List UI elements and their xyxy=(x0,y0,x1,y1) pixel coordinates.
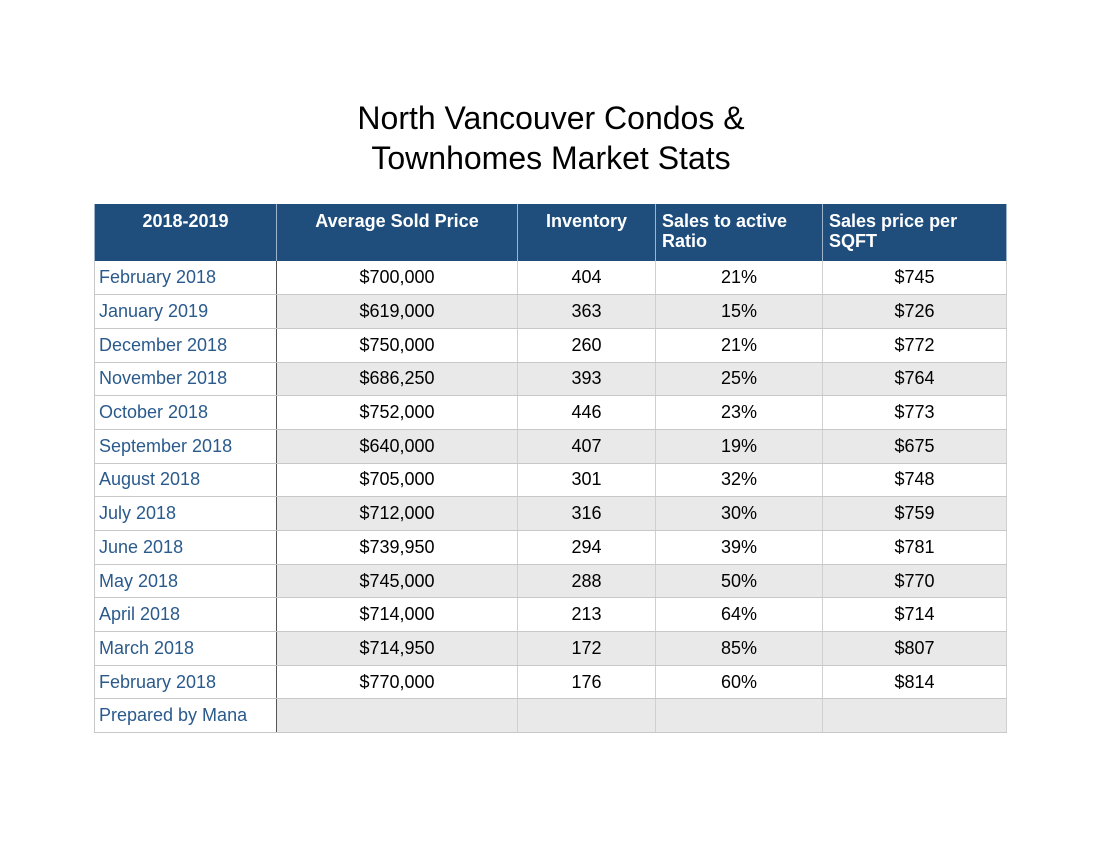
sales-price-per-sqft-cell: $781 xyxy=(822,530,1007,565)
inventory-cell: 393 xyxy=(517,362,656,397)
table-header-row: 2018-2019 Average Sold Price Inventory S… xyxy=(94,204,1007,261)
sales-price-per-sqft-cell: $807 xyxy=(822,631,1007,666)
inventory-cell: 407 xyxy=(517,429,656,464)
sales-to-active-ratio-cell: 25% xyxy=(655,362,823,397)
sales-price-per-sqft-cell: $726 xyxy=(822,294,1007,329)
sales-price-per-sqft-cell: $675 xyxy=(822,429,1007,464)
row-label-cell: July 2018 xyxy=(94,496,277,531)
inventory-cell: 260 xyxy=(517,328,656,363)
row-label-cell: May 2018 xyxy=(94,564,277,599)
table-row: April 2018 $714,000 213 64% $714 xyxy=(94,597,1007,633)
inventory-cell: 363 xyxy=(517,294,656,329)
row-label-cell: October 2018 xyxy=(94,395,277,430)
sales-price-per-sqft-cell: $759 xyxy=(822,496,1007,531)
average-sold-price-cell: $640,000 xyxy=(276,429,518,464)
page-title: North Vancouver Condos & Townhomes Marke… xyxy=(0,98,1102,178)
average-sold-price-cell: $750,000 xyxy=(276,328,518,363)
sales-to-active-ratio-cell: 30% xyxy=(655,496,823,531)
table-row: July 2018 $712,000 316 30% $759 xyxy=(94,496,1007,531)
sales-price-per-sqft-cell xyxy=(822,698,1007,734)
table-row: May 2018 $745,000 288 50% $770 xyxy=(94,564,1007,599)
inventory-cell: 213 xyxy=(517,597,656,633)
sales-price-per-sqft-cell: $770 xyxy=(822,564,1007,599)
page-title-line-2: Townhomes Market Stats xyxy=(371,140,731,176)
inventory-cell: 294 xyxy=(517,530,656,565)
sales-to-active-ratio-cell xyxy=(655,698,823,734)
inventory-cell: 172 xyxy=(517,631,656,666)
row-label-cell: December 2018 xyxy=(94,328,277,363)
table-row: November 2018 $686,250 393 25% $764 xyxy=(94,362,1007,397)
average-sold-price-cell: $714,000 xyxy=(276,597,518,633)
table-row: August 2018 $705,000 301 32% $748 xyxy=(94,463,1007,498)
sales-to-active-ratio-cell: 21% xyxy=(655,328,823,363)
average-sold-price-cell: $745,000 xyxy=(276,564,518,599)
sales-to-active-ratio-cell: 85% xyxy=(655,631,823,666)
sales-price-per-sqft-cell: $773 xyxy=(822,395,1007,430)
row-label-cell: November 2018 xyxy=(94,362,277,397)
column-header-sales-to-active-ratio: Sales to active Ratio xyxy=(655,204,823,261)
average-sold-price-cell: $714,950 xyxy=(276,631,518,666)
table-row: December 2018 $750,000 260 21% $772 xyxy=(94,328,1007,363)
inventory-cell: 176 xyxy=(517,665,656,700)
market-stats-table: 2018-2019 Average Sold Price Inventory S… xyxy=(94,204,1007,734)
average-sold-price-cell: $739,950 xyxy=(276,530,518,565)
row-label-cell: Prepared by Mana xyxy=(94,698,277,734)
average-sold-price-cell: $686,250 xyxy=(276,362,518,397)
table-row: Prepared by Mana xyxy=(94,698,1007,734)
sales-to-active-ratio-cell: 39% xyxy=(655,530,823,565)
sales-price-per-sqft-cell: $714 xyxy=(822,597,1007,633)
average-sold-price-cell: $705,000 xyxy=(276,463,518,498)
table-row: February 2018 $700,000 404 21% $745 xyxy=(94,261,1007,296)
table-row: September 2018 $640,000 407 19% $675 xyxy=(94,429,1007,464)
row-label-cell: February 2018 xyxy=(94,665,277,700)
average-sold-price-cell: $619,000 xyxy=(276,294,518,329)
column-header-inventory: Inventory xyxy=(517,204,656,261)
sales-to-active-ratio-cell: 21% xyxy=(655,261,823,296)
table-row: June 2018 $739,950 294 39% $781 xyxy=(94,530,1007,565)
average-sold-price-cell: $712,000 xyxy=(276,496,518,531)
sales-to-active-ratio-cell: 32% xyxy=(655,463,823,498)
table-row: January 2019 $619,000 363 15% $726 xyxy=(94,294,1007,329)
inventory-cell: 288 xyxy=(517,564,656,599)
inventory-cell: 446 xyxy=(517,395,656,430)
sales-to-active-ratio-cell: 50% xyxy=(655,564,823,599)
column-header-period: 2018-2019 xyxy=(94,204,277,261)
table-row: October 2018 $752,000 446 23% $773 xyxy=(94,395,1007,430)
table-body: February 2018 $700,000 404 21% $745 January 2… xyxy=(94,261,1007,734)
column-header-sales-price-per-sqft: Sales price per SQFT xyxy=(822,204,1007,261)
inventory-cell: 316 xyxy=(517,496,656,531)
row-label-cell: January 2019 xyxy=(94,294,277,329)
average-sold-price-cell: $770,000 xyxy=(276,665,518,700)
column-header-average-sold-price: Average Sold Price xyxy=(276,204,518,261)
table-header: 2018-2019 Average Sold Price Inventory S… xyxy=(94,204,1007,261)
sales-price-per-sqft-cell: $772 xyxy=(822,328,1007,363)
average-sold-price-cell: $700,000 xyxy=(276,261,518,296)
inventory-cell: 404 xyxy=(517,261,656,296)
table-row: March 2018 $714,950 172 85% $807 xyxy=(94,631,1007,666)
sales-price-per-sqft-cell: $748 xyxy=(822,463,1007,498)
row-label-cell: April 2018 xyxy=(94,597,277,633)
sales-to-active-ratio-cell: 60% xyxy=(655,665,823,700)
row-label-cell: August 2018 xyxy=(94,463,277,498)
average-sold-price-cell: $752,000 xyxy=(276,395,518,430)
sales-to-active-ratio-cell: 15% xyxy=(655,294,823,329)
sales-to-active-ratio-cell: 23% xyxy=(655,395,823,430)
sales-price-per-sqft-cell: $814 xyxy=(822,665,1007,700)
sales-to-active-ratio-cell: 19% xyxy=(655,429,823,464)
average-sold-price-cell xyxy=(276,698,518,734)
sales-price-per-sqft-cell: $745 xyxy=(822,261,1007,296)
row-label-cell: March 2018 xyxy=(94,631,277,666)
inventory-cell: 301 xyxy=(517,463,656,498)
sales-to-active-ratio-cell: 64% xyxy=(655,597,823,633)
row-label-cell: February 2018 xyxy=(94,261,277,296)
row-label-cell: June 2018 xyxy=(94,530,277,565)
table-row: February 2018 $770,000 176 60% $814 xyxy=(94,665,1007,700)
sales-price-per-sqft-cell: $764 xyxy=(822,362,1007,397)
inventory-cell xyxy=(517,698,656,734)
row-label-cell: September 2018 xyxy=(94,429,277,464)
page-title-line-1: North Vancouver Condos & xyxy=(357,100,745,136)
